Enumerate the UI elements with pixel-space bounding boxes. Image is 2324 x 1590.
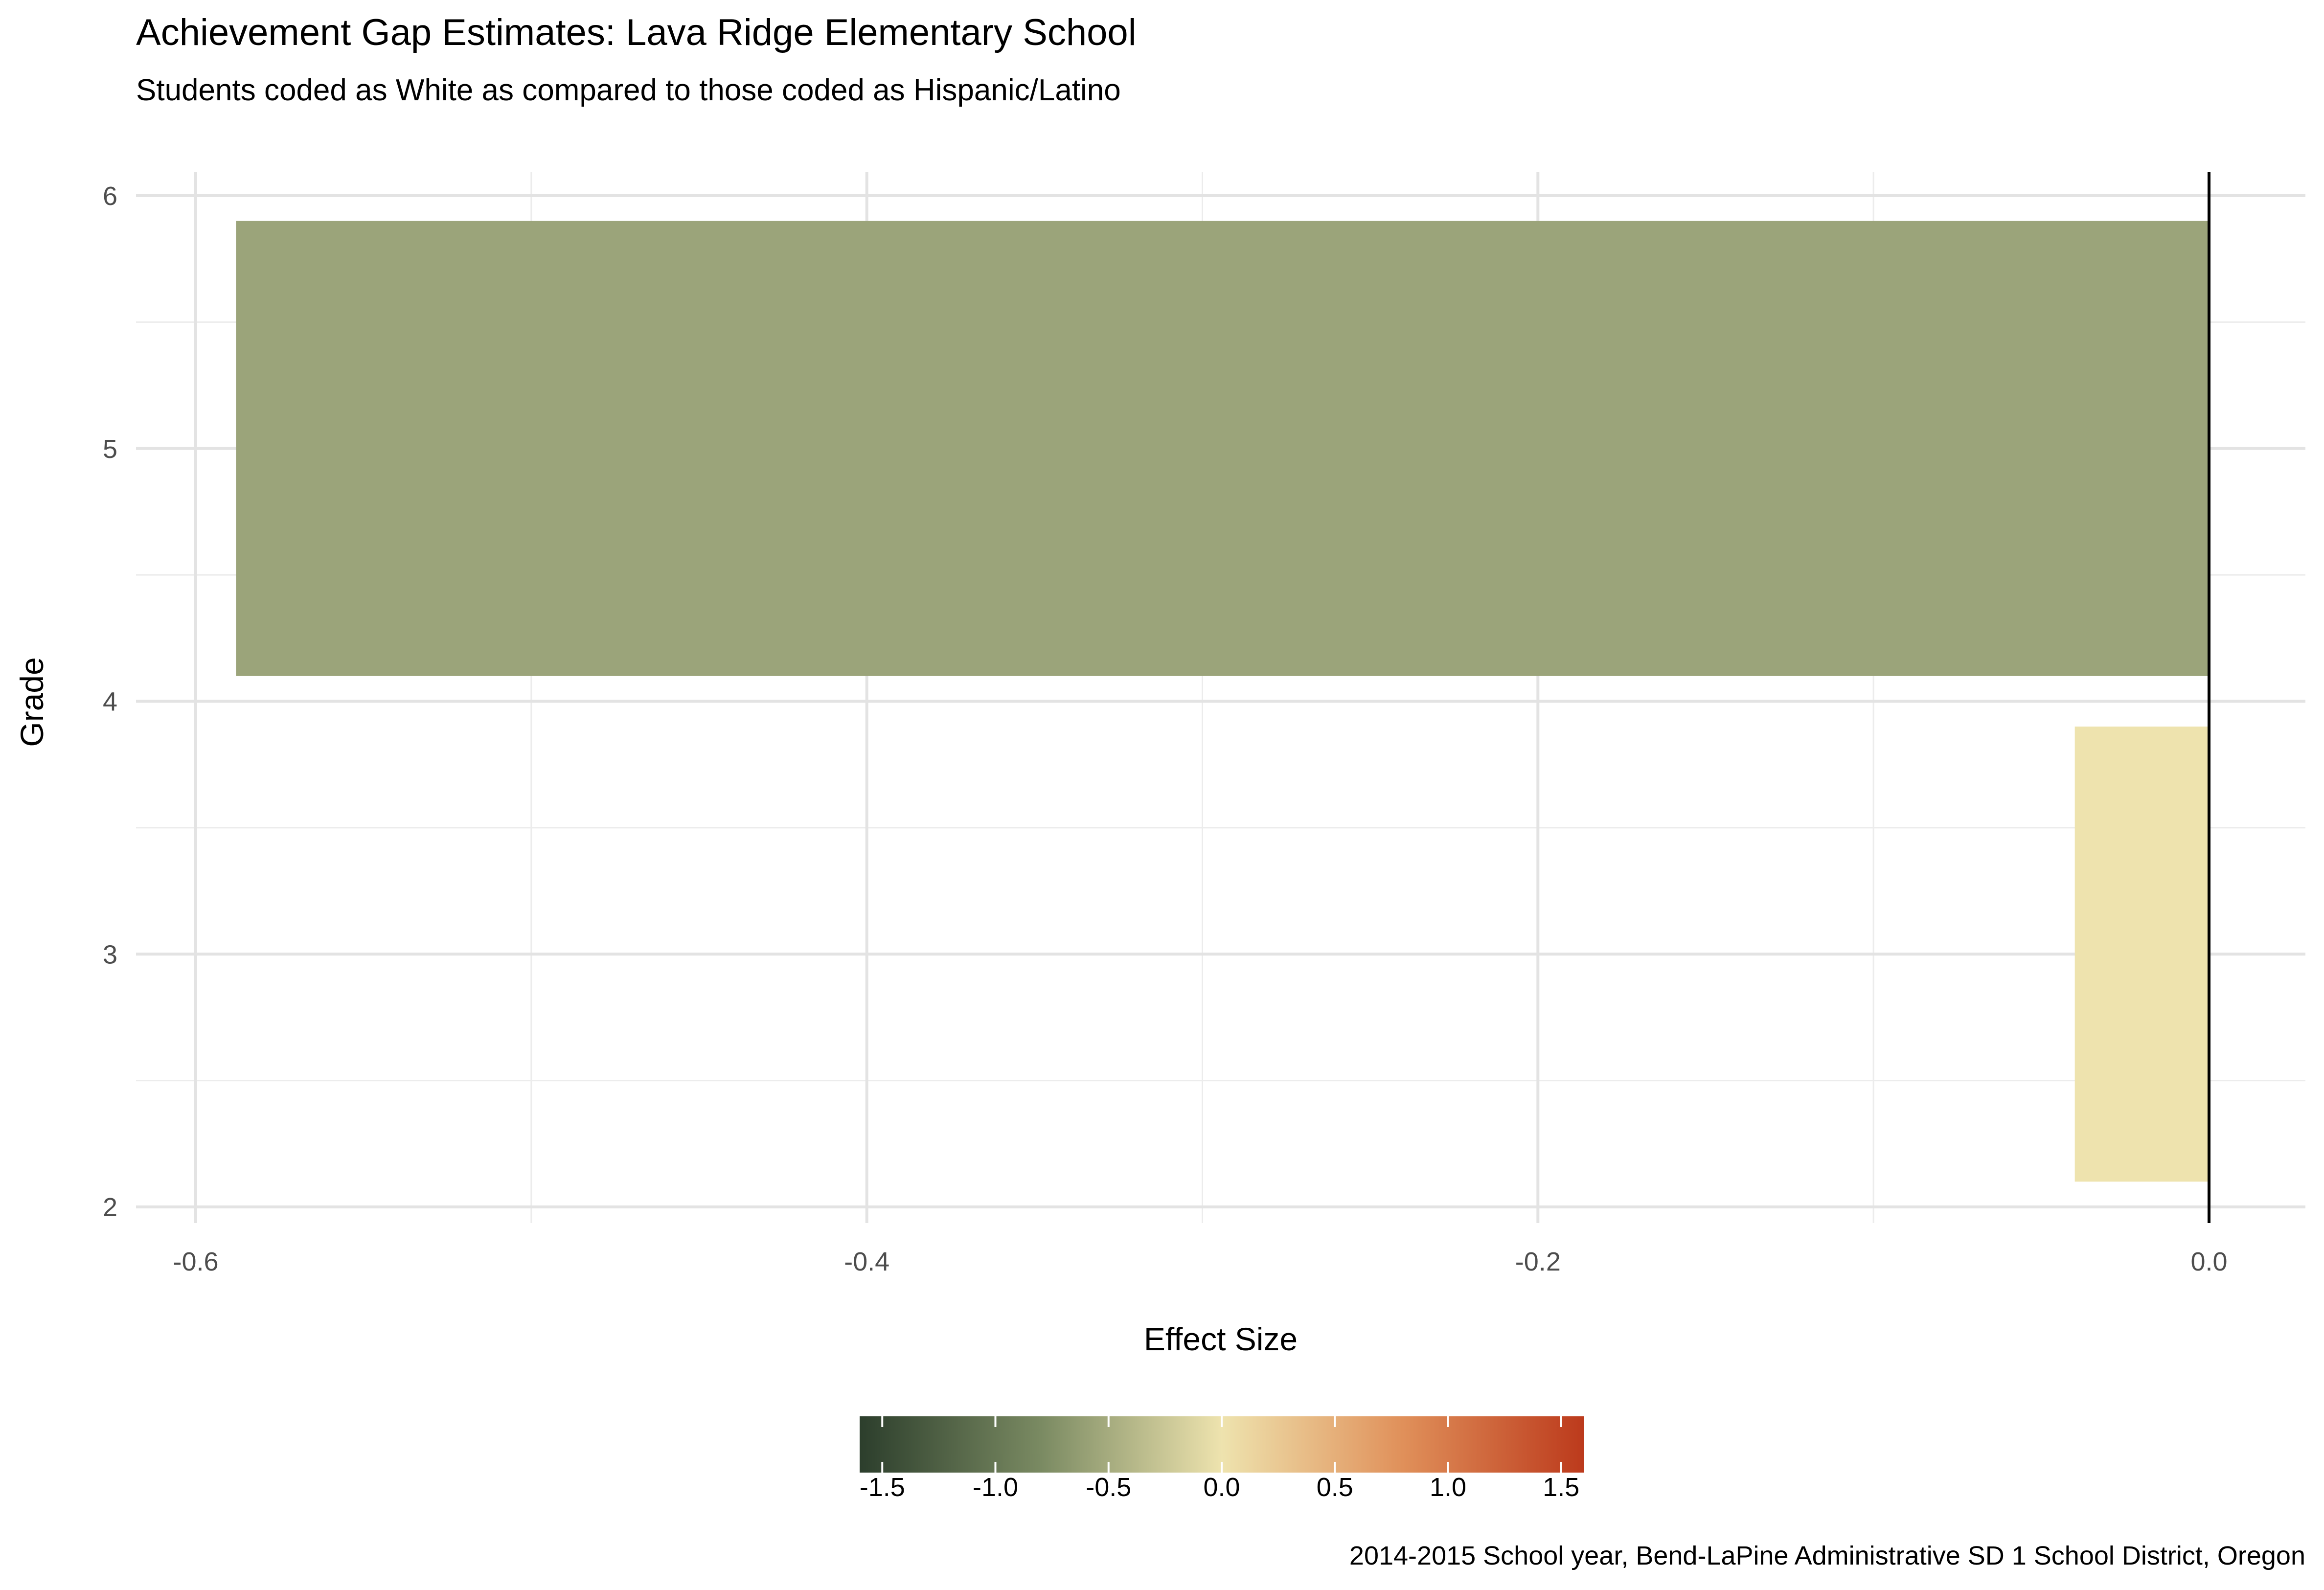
colorbar-tick-label: -1.0 bbox=[973, 1473, 1018, 1502]
colorbar-tick-label: -1.5 bbox=[860, 1473, 905, 1502]
x-tick-label: -0.2 bbox=[1515, 1247, 1561, 1276]
colorbar-tick-label: 0.5 bbox=[1317, 1473, 1353, 1502]
colorbar-tick-label: 1.5 bbox=[1543, 1473, 1579, 1502]
y-tick-label: 5 bbox=[103, 434, 117, 464]
colorbar-tick-label: 0.0 bbox=[1203, 1473, 1240, 1502]
colorbar-tick-label: 1.0 bbox=[1430, 1473, 1466, 1502]
x-tick-label: 0.0 bbox=[2190, 1247, 2227, 1276]
x-axis-label: Effect Size bbox=[1144, 1321, 1298, 1357]
x-tick-label: -0.4 bbox=[844, 1247, 889, 1276]
bar-1 bbox=[236, 221, 2209, 676]
y-axis-ticks: 2 3 4 5 6 bbox=[103, 182, 117, 1222]
bar-0 bbox=[2074, 727, 2209, 1182]
chart-title: Achievement Gap Estimates: Lava Ridge El… bbox=[136, 12, 1137, 53]
x-tick-label: -0.6 bbox=[173, 1247, 218, 1276]
chart-caption: 2014-2015 School year, Bend-LaPine Admin… bbox=[1349, 1541, 2305, 1570]
bars bbox=[236, 221, 2209, 1182]
colorbar-legend: -1.5 -1.0 -0.5 0.0 0.5 1.0 1.5 bbox=[860, 1416, 1584, 1502]
colorbar-tick-label: -0.5 bbox=[1086, 1473, 1131, 1502]
y-tick-label: 6 bbox=[103, 182, 117, 211]
y-axis-label: Grade bbox=[14, 657, 50, 747]
y-tick-label: 3 bbox=[103, 940, 117, 969]
y-tick-label: 2 bbox=[103, 1193, 117, 1222]
y-tick-label: 4 bbox=[103, 687, 117, 717]
x-axis-ticks: -0.6 -0.4 -0.2 0.0 bbox=[173, 1247, 2227, 1276]
chart-subtitle: Students coded as White as compared to t… bbox=[136, 73, 1121, 107]
